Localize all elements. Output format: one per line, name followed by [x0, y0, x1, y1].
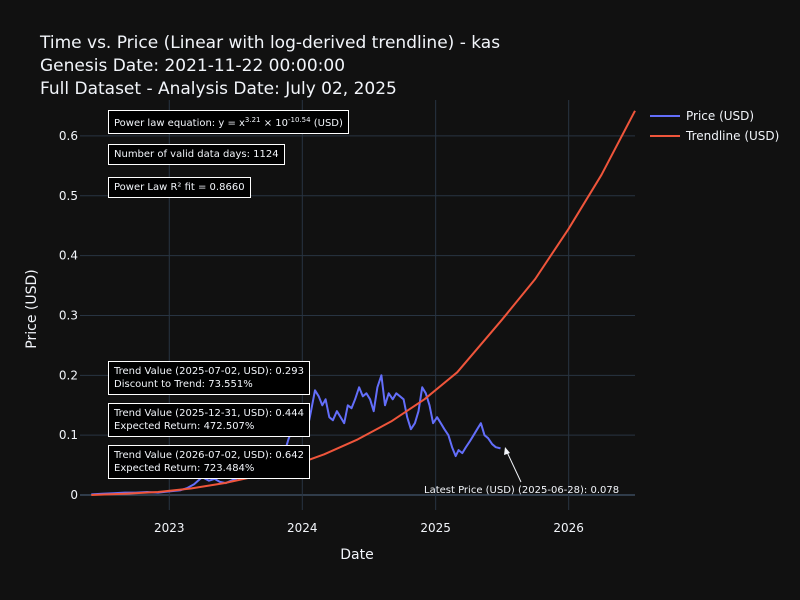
trend-dec-annotation: Trend Value (2025-12-31, USD): 0.444 Exp… — [108, 403, 311, 437]
trend-dec-line-2: Expected Return: 472.507% — [114, 421, 255, 432]
price-series-line — [91, 374, 501, 496]
latest-price-annotation: Latest Price (USD) (2025-06-28): 0.078 — [424, 485, 620, 496]
y-tick-label: 0.2 — [59, 368, 78, 382]
trend-now-line-1: Trend Value (2025-07-02, USD): 0.293 — [114, 366, 305, 377]
legend-label-trend: Trendline (USD) — [686, 129, 780, 143]
title-line-2: Genesis Date: 2021-11-22 00:00:00 — [40, 56, 346, 76]
latest-price-arrowhead — [504, 447, 510, 455]
legend[interactable]: Price (USD) Trendline (USD) — [650, 106, 779, 146]
x-tick-label: 2026 — [553, 521, 584, 535]
power-law-exponent: 3.21 — [244, 116, 261, 124]
legend-item-trend[interactable]: Trendline (USD) — [650, 126, 779, 146]
y-tick-label: 0.6 — [59, 129, 78, 143]
legend-item-price[interactable]: Price (USD) — [650, 106, 779, 126]
trend-now-line-2: Discount to Trend: 73.551% — [114, 379, 253, 390]
y-tick-label: 0.4 — [59, 249, 78, 263]
r2-annotation: Power Law R² fit = 0.8660 — [108, 177, 251, 198]
power-law-text-c: (USD) — [310, 118, 343, 129]
trendline-series-line — [91, 110, 636, 496]
title-line-3: Full Dataset - Analysis Date: July 02, 2… — [40, 79, 397, 99]
y-tick-label: 0.3 — [59, 308, 78, 322]
y-tick-label: 0.1 — [59, 428, 78, 442]
x-tick-label: 2024 — [287, 521, 318, 535]
latest-price-arrow-line — [506, 451, 522, 483]
trend-jul-annotation: Trend Value (2026-07-02, USD): 0.642 Exp… — [108, 445, 311, 479]
power-law-annotation: Power law equation: y = x3.21 × 10-10.54… — [108, 110, 349, 134]
x-tick-label: 2025 — [420, 521, 451, 535]
x-tick-label: 2023 — [154, 521, 185, 535]
legend-label-price: Price (USD) — [686, 109, 755, 123]
power-law-exponent-2: -10.54 — [287, 116, 311, 124]
legend-swatch-trend — [650, 135, 680, 137]
title-line-1: Time vs. Price (Linear with log-derived … — [40, 33, 501, 53]
trend-jul-line-2: Expected Return: 723.484% — [114, 463, 255, 474]
y-axis-label: Price (USD) — [24, 269, 40, 348]
y-tick-label: 0 — [70, 488, 78, 502]
trend-dec-line-1: Trend Value (2025-12-31, USD): 0.444 — [114, 408, 305, 419]
power-law-text-b: × 10 — [260, 118, 288, 129]
valid-days-annotation: Number of valid data days: 1124 — [108, 144, 285, 165]
legend-swatch-price — [650, 115, 680, 117]
trend-jul-line-1: Trend Value (2026-07-02, USD): 0.642 — [114, 450, 305, 461]
x-axis-label: Date — [340, 547, 373, 563]
trend-now-annotation: Trend Value (2025-07-02, USD): 0.293 Dis… — [108, 361, 311, 395]
y-tick-label: 0.5 — [59, 189, 78, 203]
power-law-text-a: Power law equation: y = x — [114, 118, 245, 129]
